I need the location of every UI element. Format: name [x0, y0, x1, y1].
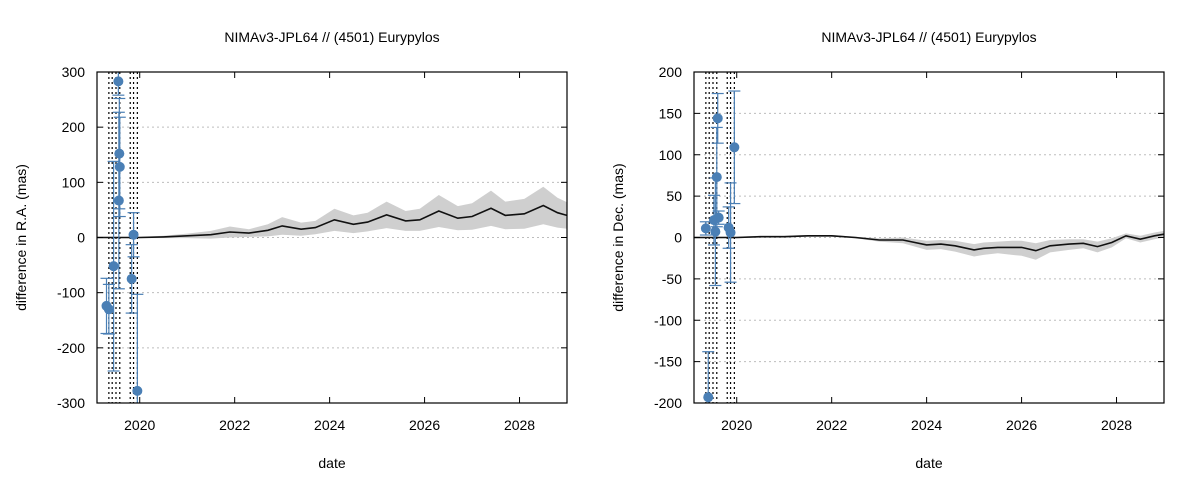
chart-panel-1: -300 -200 -100 0 100 200 300 2020 2022 2024 2026 20… — [13, 29, 568, 471]
observation-point — [114, 161, 125, 172]
x-tick-label: 2028 — [504, 417, 535, 433]
observation-point — [132, 385, 143, 396]
observation-point — [113, 76, 124, 87]
y-tick-label: 50 — [666, 188, 682, 204]
x-tick-label: 2028 — [1101, 417, 1132, 433]
observation-point — [700, 223, 711, 234]
chart-title: NIMAv3-JPL64 // (4501) Eurypylos — [224, 29, 439, 45]
observation-point — [108, 261, 119, 272]
observation-point — [725, 227, 736, 238]
x-tick-label: 2022 — [219, 417, 250, 433]
x-axis-label: date — [318, 455, 345, 471]
y-tick-label: -100 — [654, 312, 682, 328]
y-tick-label: -50 — [662, 271, 682, 287]
plot-area — [694, 72, 1164, 403]
observation-point — [729, 142, 740, 153]
observation-point — [711, 172, 722, 183]
x-tick-label: 2026 — [409, 417, 440, 433]
y-axis-label: difference in Dec. (mas) — [610, 163, 626, 311]
y-axis-label: difference in R.A. (mas) — [13, 164, 29, 311]
x-tick-label: 2026 — [1006, 417, 1037, 433]
y-tick-label: 200 — [62, 119, 86, 135]
y-tick-label: 200 — [659, 64, 683, 80]
y-tick-label: 100 — [659, 147, 683, 163]
y-tick-label: -200 — [654, 395, 682, 411]
y-tick-label: 100 — [62, 174, 86, 190]
uncertainty-band — [97, 186, 567, 239]
y-tick-label: -100 — [57, 285, 85, 301]
chart-title: NIMAv3-JPL64 // (4501) Eurypylos — [821, 29, 1036, 45]
observation-point — [126, 273, 137, 284]
chart-panel-2: -200 -150 -100 -50 0 50 100 150 200 2020 2022 2024 2… — [610, 29, 1165, 471]
model-difference-line — [97, 204, 567, 239]
observation-point — [710, 226, 721, 237]
observation-point — [712, 113, 723, 124]
x-tick-label: 2020 — [721, 417, 752, 433]
y-tick-label: 0 — [77, 230, 85, 246]
x-tick-label: 2020 — [124, 417, 155, 433]
plot-area — [97, 72, 567, 403]
y-tick-label: -200 — [57, 340, 85, 356]
observation-point — [713, 212, 724, 223]
observation-point — [113, 195, 124, 206]
x-axis-label: date — [915, 455, 942, 471]
observation-point — [128, 229, 139, 240]
observation-point — [703, 392, 714, 403]
x-tick-label: 2022 — [816, 417, 847, 433]
observation-point — [103, 304, 114, 315]
y-tick-label: 0 — [674, 230, 682, 246]
y-tick-label: -300 — [57, 395, 85, 411]
x-tick-label: 2024 — [911, 417, 942, 433]
model-difference-line — [694, 233, 1164, 252]
y-tick-label: 300 — [62, 64, 86, 80]
y-tick-label: 150 — [659, 105, 683, 121]
y-tick-label: -150 — [654, 354, 682, 370]
x-tick-label: 2024 — [314, 417, 345, 433]
